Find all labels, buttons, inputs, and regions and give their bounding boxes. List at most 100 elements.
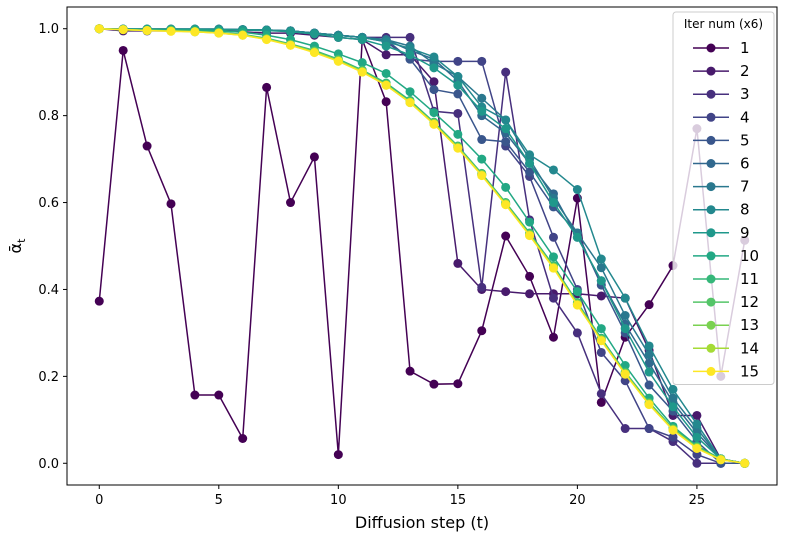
y-tick-label: 0.0 xyxy=(38,457,59,472)
data-point xyxy=(644,367,654,377)
data-point xyxy=(477,135,487,145)
legend-swatch-marker xyxy=(706,366,716,376)
x-tick-label: 10 xyxy=(330,493,347,508)
data-point xyxy=(596,254,606,264)
data-point xyxy=(644,424,654,434)
data-point xyxy=(501,137,511,147)
y-tick-label: 0.6 xyxy=(38,196,59,211)
data-point xyxy=(357,67,367,77)
data-point xyxy=(166,199,176,209)
data-point xyxy=(405,87,415,97)
legend-item: 9 xyxy=(693,224,750,242)
data-point xyxy=(309,48,319,58)
data-point xyxy=(94,24,104,34)
data-point xyxy=(525,231,535,241)
data-point xyxy=(596,276,606,286)
data-point xyxy=(548,198,558,208)
data-point xyxy=(692,458,702,468)
data-point xyxy=(572,232,582,242)
data-point xyxy=(548,165,558,175)
legend-swatch-marker xyxy=(706,159,716,168)
data-point xyxy=(381,50,391,60)
data-point xyxy=(381,41,391,51)
data-point xyxy=(668,384,678,394)
data-point xyxy=(644,380,654,390)
data-point xyxy=(596,291,606,301)
data-point xyxy=(453,89,463,99)
data-point xyxy=(453,379,463,389)
data-point xyxy=(381,68,391,78)
series-15 xyxy=(94,24,750,468)
data-point xyxy=(692,443,702,453)
legend-swatch-marker xyxy=(706,66,716,76)
data-point xyxy=(405,98,415,108)
data-point xyxy=(453,143,463,153)
data-point xyxy=(596,263,606,273)
data-point xyxy=(525,158,535,168)
data-point xyxy=(501,182,511,192)
legend-label: 10 xyxy=(740,247,759,265)
data-point xyxy=(214,390,224,400)
data-point xyxy=(477,93,487,103)
data-point xyxy=(333,32,343,42)
data-point xyxy=(118,25,128,35)
data-point xyxy=(453,258,463,268)
legend-label: 7 xyxy=(740,178,750,196)
legend-label: 12 xyxy=(740,293,759,311)
data-point xyxy=(644,341,654,351)
data-point xyxy=(309,152,319,162)
plot-area xyxy=(94,24,750,468)
legend-item: 3 xyxy=(693,85,750,103)
x-tick-label: 5 xyxy=(215,493,223,508)
data-point xyxy=(429,52,439,62)
data-point xyxy=(692,432,702,442)
legend-swatch-marker xyxy=(706,182,716,192)
data-point xyxy=(453,72,463,82)
data-point xyxy=(548,332,558,342)
legend-label: 13 xyxy=(740,316,759,334)
y-axis-label: ᾱt xyxy=(6,238,28,254)
legend-box xyxy=(672,11,775,385)
data-point xyxy=(453,129,463,139)
y-tick-label: 0.8 xyxy=(38,109,59,124)
data-point xyxy=(405,50,415,60)
legend-item: 2 xyxy=(693,62,750,80)
data-point xyxy=(668,432,678,442)
data-point xyxy=(668,393,678,403)
data-point xyxy=(572,185,582,195)
data-point xyxy=(620,311,630,321)
data-point xyxy=(525,289,535,299)
legend-swatch-marker xyxy=(706,297,716,307)
data-point xyxy=(429,119,439,129)
legend-swatch-marker xyxy=(706,43,716,53)
legend-swatch-marker xyxy=(706,274,716,284)
data-point xyxy=(333,450,343,460)
legend-item: 8 xyxy=(693,201,750,219)
data-point xyxy=(453,80,463,90)
data-point xyxy=(190,27,200,37)
data-point xyxy=(548,252,558,262)
data-point xyxy=(286,198,296,208)
series-line xyxy=(99,27,745,465)
data-point xyxy=(453,56,463,66)
x-tick-label: 15 xyxy=(450,493,467,508)
legend-title: Iter num (x6) xyxy=(684,17,763,31)
data-point xyxy=(620,369,630,379)
y-tick-label: 1.0 xyxy=(38,22,59,37)
legend-label: 4 xyxy=(740,108,750,126)
legend-swatch-marker xyxy=(706,89,716,99)
data-point xyxy=(572,328,582,338)
data-point xyxy=(644,358,654,368)
data-point xyxy=(477,171,487,181)
legend-item: 10 xyxy=(693,247,759,265)
data-point xyxy=(429,63,439,73)
data-point xyxy=(620,324,630,334)
data-point xyxy=(381,97,391,107)
legend-label: 5 xyxy=(740,131,750,149)
data-point xyxy=(596,389,606,399)
data-point xyxy=(286,27,296,37)
data-point xyxy=(692,410,702,420)
data-point xyxy=(429,85,439,95)
axes-frame xyxy=(66,6,778,486)
